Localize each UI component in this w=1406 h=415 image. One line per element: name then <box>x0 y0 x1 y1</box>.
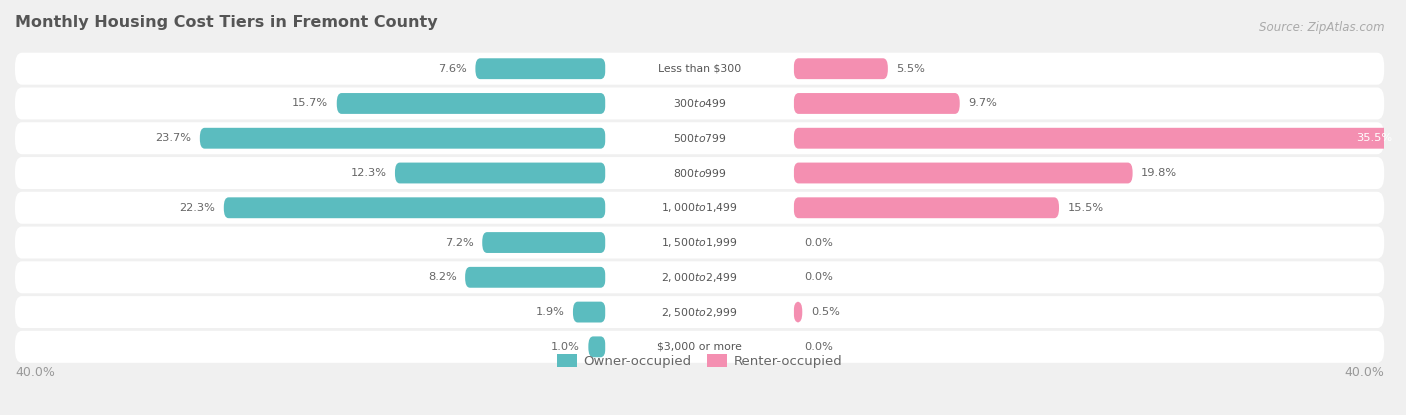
FancyBboxPatch shape <box>794 302 803 322</box>
Text: $1,000 to $1,499: $1,000 to $1,499 <box>661 201 738 214</box>
FancyBboxPatch shape <box>606 128 794 149</box>
FancyBboxPatch shape <box>572 302 606 322</box>
FancyBboxPatch shape <box>588 337 606 357</box>
FancyBboxPatch shape <box>15 261 1384 293</box>
Text: 15.7%: 15.7% <box>292 98 328 108</box>
Text: 1.0%: 1.0% <box>551 342 579 352</box>
FancyBboxPatch shape <box>395 163 606 183</box>
FancyBboxPatch shape <box>606 302 794 322</box>
FancyBboxPatch shape <box>15 227 1384 259</box>
FancyBboxPatch shape <box>794 93 960 114</box>
Text: 8.2%: 8.2% <box>427 272 457 282</box>
FancyBboxPatch shape <box>606 163 794 183</box>
FancyBboxPatch shape <box>606 58 794 79</box>
Legend: Owner-occupied, Renter-occupied: Owner-occupied, Renter-occupied <box>551 349 848 373</box>
FancyBboxPatch shape <box>15 192 1384 224</box>
Text: Source: ZipAtlas.com: Source: ZipAtlas.com <box>1260 21 1385 34</box>
FancyBboxPatch shape <box>606 337 794 357</box>
Text: 23.7%: 23.7% <box>155 133 191 143</box>
FancyBboxPatch shape <box>606 232 794 253</box>
Text: $1,500 to $1,999: $1,500 to $1,999 <box>661 236 738 249</box>
FancyBboxPatch shape <box>337 93 606 114</box>
Text: 0.0%: 0.0% <box>804 342 832 352</box>
Text: 19.8%: 19.8% <box>1142 168 1177 178</box>
Text: 1.9%: 1.9% <box>536 307 564 317</box>
FancyBboxPatch shape <box>15 122 1384 154</box>
FancyBboxPatch shape <box>15 53 1384 85</box>
FancyBboxPatch shape <box>482 232 606 253</box>
FancyBboxPatch shape <box>606 198 794 218</box>
FancyBboxPatch shape <box>200 128 606 149</box>
Text: 0.0%: 0.0% <box>804 237 832 247</box>
Text: 22.3%: 22.3% <box>180 203 215 213</box>
FancyBboxPatch shape <box>15 88 1384 120</box>
Text: $2,000 to $2,499: $2,000 to $2,499 <box>661 271 738 284</box>
FancyBboxPatch shape <box>15 331 1384 363</box>
FancyBboxPatch shape <box>606 267 794 288</box>
Text: 7.2%: 7.2% <box>444 237 474 247</box>
Text: $800 to $999: $800 to $999 <box>673 167 727 179</box>
Text: Less than $300: Less than $300 <box>658 64 741 74</box>
Text: 12.3%: 12.3% <box>350 168 387 178</box>
Text: 15.5%: 15.5% <box>1067 203 1104 213</box>
Text: 5.5%: 5.5% <box>897 64 925 74</box>
Text: 0.5%: 0.5% <box>811 307 839 317</box>
FancyBboxPatch shape <box>465 267 606 288</box>
FancyBboxPatch shape <box>794 198 1059 218</box>
FancyBboxPatch shape <box>794 128 1402 149</box>
Text: 40.0%: 40.0% <box>1344 366 1384 379</box>
FancyBboxPatch shape <box>15 157 1384 189</box>
Text: 0.0%: 0.0% <box>804 272 832 282</box>
Text: $300 to $499: $300 to $499 <box>673 98 727 110</box>
FancyBboxPatch shape <box>794 58 887 79</box>
Text: $500 to $799: $500 to $799 <box>673 132 727 144</box>
Text: 40.0%: 40.0% <box>15 366 55 379</box>
Text: 35.5%: 35.5% <box>1357 133 1393 143</box>
FancyBboxPatch shape <box>606 93 794 114</box>
FancyBboxPatch shape <box>794 163 1133 183</box>
Text: $2,500 to $2,999: $2,500 to $2,999 <box>661 305 738 319</box>
Text: Monthly Housing Cost Tiers in Fremont County: Monthly Housing Cost Tiers in Fremont Co… <box>15 15 437 30</box>
Text: 7.6%: 7.6% <box>439 64 467 74</box>
FancyBboxPatch shape <box>475 58 606 79</box>
FancyBboxPatch shape <box>15 296 1384 328</box>
Text: $3,000 or more: $3,000 or more <box>657 342 742 352</box>
Text: 9.7%: 9.7% <box>969 98 997 108</box>
FancyBboxPatch shape <box>224 198 606 218</box>
